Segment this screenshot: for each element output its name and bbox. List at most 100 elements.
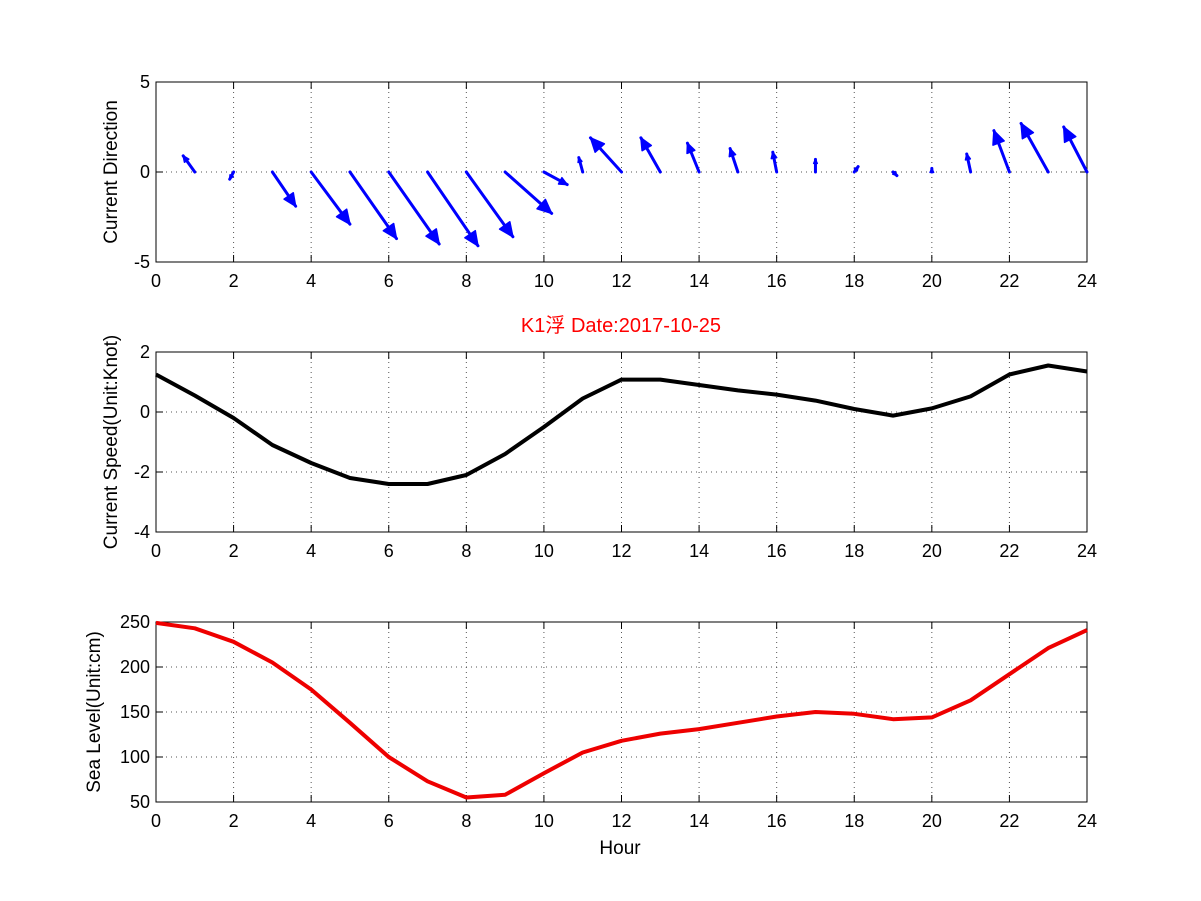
arrow-head	[964, 153, 972, 161]
direction-arrow	[270, 170, 298, 208]
x-tick-label: 18	[844, 271, 864, 291]
direction-arrow	[181, 154, 197, 174]
x-tick-label: 12	[611, 811, 631, 831]
arrow-head	[577, 156, 583, 164]
direction-arrow	[728, 147, 740, 174]
direction-arrow	[812, 157, 819, 174]
arrow-head	[992, 129, 1005, 146]
direction-arrow	[309, 170, 352, 226]
arrow-head	[929, 167, 935, 174]
y-tick-label: 150	[120, 702, 150, 722]
arrow-head	[425, 228, 440, 245]
x-tick-label: 6	[384, 811, 394, 831]
arrow-head	[640, 137, 653, 152]
x-tick-label: 10	[534, 811, 554, 831]
x-tick-label: 14	[689, 541, 709, 561]
x-tick-label: 0	[151, 541, 161, 561]
y-tick-label: 100	[120, 747, 150, 767]
y-tick-label: 0	[140, 162, 150, 182]
y-tick-label: -5	[134, 252, 150, 272]
arrow-head	[812, 158, 819, 165]
arrow-head	[228, 174, 234, 180]
direction-arrow	[639, 136, 662, 174]
y-tick-label: 0	[140, 402, 150, 422]
x-tick-label: 8	[461, 541, 471, 561]
x-tick-label: 22	[999, 811, 1019, 831]
x-tick-label: 16	[767, 271, 787, 291]
arrow-head	[853, 165, 859, 172]
y-tick-label: 250	[120, 612, 150, 632]
direction-arrow	[1062, 125, 1089, 174]
x-tick-label: 8	[461, 271, 471, 291]
x-tick-label: 24	[1077, 541, 1097, 561]
x-tick-label: 18	[844, 541, 864, 561]
arrow-head	[1020, 122, 1035, 140]
x-tick-label: 18	[844, 811, 864, 831]
direction-arrow	[992, 129, 1011, 174]
panel3-y-axis-label: Sea Level(Unit:cm)	[84, 631, 105, 793]
direction-arrow	[929, 166, 935, 174]
x-tick-label: 6	[384, 541, 394, 561]
direction-arrow	[387, 170, 441, 246]
arrow-head	[770, 151, 778, 160]
x-tick-label: 20	[922, 541, 942, 561]
direction-arrow	[348, 170, 399, 241]
sea-level-panel: Sea Level(Unit:cm) Hour 0 2 4 6 8 10 12 14 16 18 2…	[84, 612, 1097, 859]
direction-arrow	[542, 170, 569, 187]
arrow-head	[536, 198, 553, 215]
x-axis-label-hour: Hour	[599, 838, 641, 859]
current-speed-line	[155, 363, 1088, 486]
x-tick-label: 20	[922, 811, 942, 831]
direction-arrow	[685, 141, 701, 174]
direction-arrow	[852, 165, 860, 174]
x-tick-label: 0	[151, 271, 161, 291]
arrow-head	[335, 208, 351, 225]
panel1-y-axis-label: Current Direction	[101, 100, 122, 244]
x-tick-label: 24	[1077, 811, 1097, 831]
x-tick-label: 8	[461, 811, 471, 831]
direction-arrow	[1019, 121, 1050, 174]
x-tick-label: 2	[229, 811, 239, 831]
arrow-head	[283, 192, 297, 207]
x-tick-label: 4	[306, 271, 316, 291]
x-tick-label: 0	[151, 811, 161, 831]
x-tick-label: 10	[534, 271, 554, 291]
current-speed-panel: K1浮 Date:2017-10-25 Current Speed(Unit:K…	[101, 314, 1097, 561]
direction-arrow	[770, 150, 779, 174]
arrow-head	[464, 229, 479, 247]
sea-level-line	[155, 620, 1088, 800]
direction-arrow	[228, 170, 236, 181]
current-direction-panel: Current Direction 0 2 4 6 8 10 12 14 16 18 20 22 24-…	[101, 72, 1097, 291]
direction-arrow	[503, 170, 554, 215]
x-tick-label: 24	[1077, 271, 1097, 291]
arrow-head	[728, 147, 737, 158]
x-tick-label: 14	[689, 271, 709, 291]
x-tick-label: 14	[689, 811, 709, 831]
y-tick-label: 200	[120, 657, 150, 677]
x-tick-label: 4	[306, 811, 316, 831]
arrow-head	[182, 155, 190, 163]
x-tick-label: 12	[611, 541, 631, 561]
x-tick-label: 4	[306, 541, 316, 561]
x-tick-label: 2	[229, 541, 239, 561]
y-tick-label: 5	[140, 72, 150, 92]
x-tick-label: 10	[534, 541, 554, 561]
direction-arrow	[464, 170, 515, 239]
direction-arrow	[426, 170, 480, 248]
direction-arrow	[964, 152, 973, 174]
x-tick-label: 16	[767, 541, 787, 561]
x-tick-label: 22	[999, 541, 1019, 561]
arrow-head	[382, 222, 398, 240]
arrow-head	[557, 176, 568, 186]
x-tick-label: 16	[767, 811, 787, 831]
x-tick-label: 6	[384, 271, 394, 291]
arrow-head	[498, 221, 514, 238]
arrow-head	[589, 137, 606, 153]
arrow-head	[892, 170, 898, 177]
direction-arrow	[891, 170, 899, 178]
chart-title: K1浮 Date:2017-10-25	[521, 314, 721, 337]
direction-arrow	[577, 156, 585, 174]
arrow-head	[1062, 126, 1077, 144]
y-tick-label: -2	[134, 462, 150, 482]
